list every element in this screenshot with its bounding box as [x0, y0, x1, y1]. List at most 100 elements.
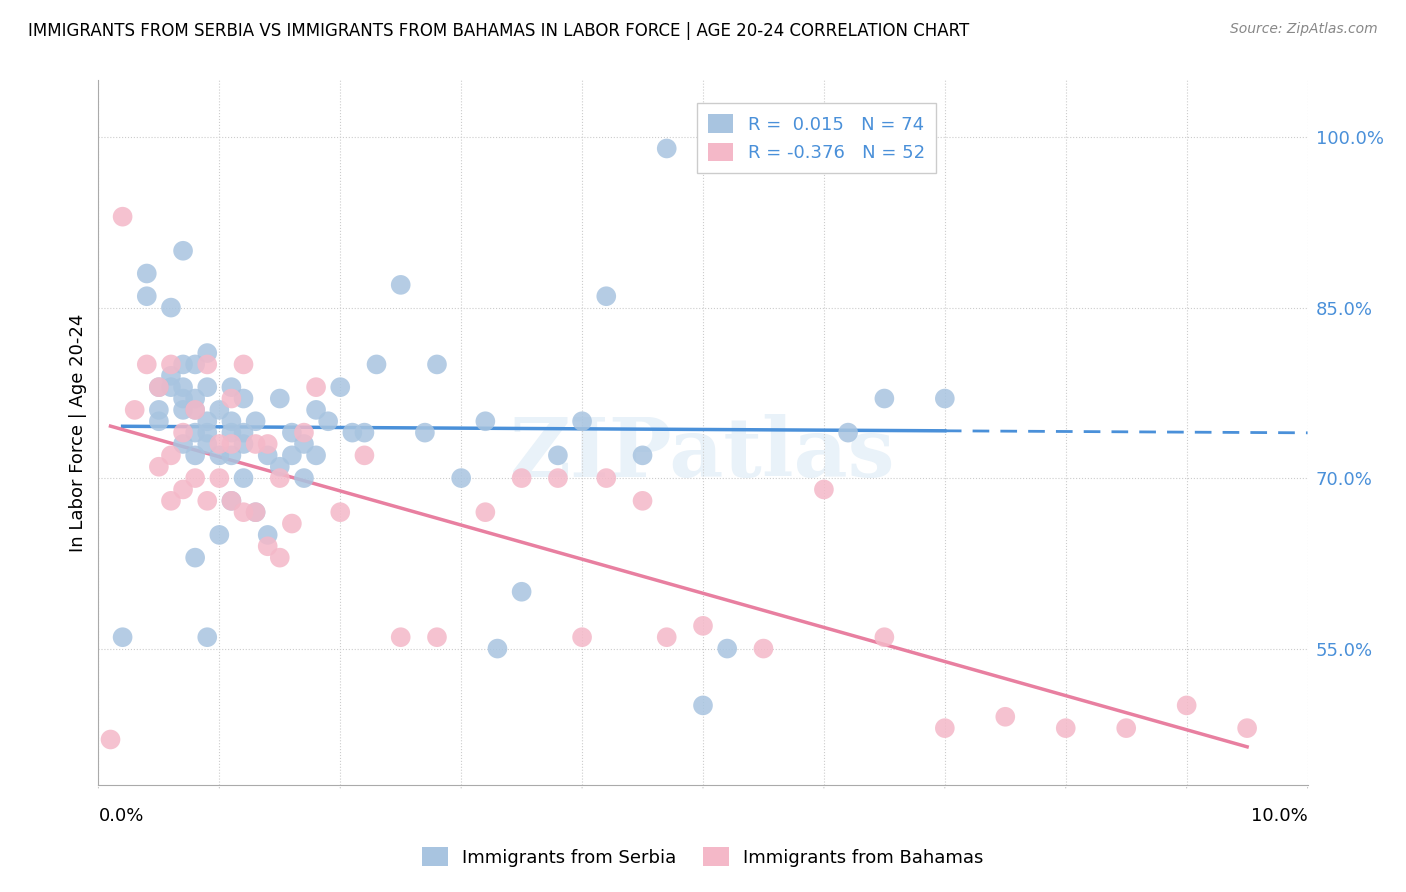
Point [221, 493, 243, 508]
Point [389, 630, 412, 644]
Text: Source: ZipAtlas.com: Source: ZipAtlas.com [1230, 22, 1378, 37]
Point [221, 380, 243, 394]
Point [184, 550, 207, 565]
Point [631, 448, 654, 462]
Point [195, 425, 218, 440]
Point [873, 630, 896, 644]
Point [245, 505, 267, 519]
Point [547, 448, 569, 462]
Point [873, 392, 896, 406]
Point [232, 392, 254, 406]
Point [148, 380, 170, 394]
Point [413, 425, 436, 440]
Point [221, 414, 243, 428]
Point [1054, 721, 1077, 735]
Point [1115, 721, 1137, 735]
Point [571, 630, 593, 644]
Point [813, 483, 835, 497]
Point [184, 403, 207, 417]
Point [692, 619, 714, 633]
Point [172, 437, 194, 451]
Point [595, 471, 617, 485]
Point [172, 483, 194, 497]
Point [292, 425, 315, 440]
Point [111, 630, 134, 644]
Point [208, 448, 231, 462]
Point [135, 358, 157, 372]
Point [474, 414, 496, 428]
Point [426, 358, 449, 372]
Point [305, 403, 328, 417]
Point [148, 403, 170, 417]
Point [994, 710, 1017, 724]
Point [305, 380, 328, 394]
Point [245, 505, 267, 519]
Point [195, 414, 218, 428]
Point [316, 414, 339, 428]
Point [305, 448, 328, 462]
Point [571, 414, 593, 428]
Point [256, 528, 278, 542]
Point [631, 493, 654, 508]
Point [172, 380, 194, 394]
Point [172, 244, 194, 258]
Point [245, 414, 267, 428]
Text: IMMIGRANTS FROM SERBIA VS IMMIGRANTS FROM BAHAMAS IN LABOR FORCE | AGE 20-24 COR: IMMIGRANTS FROM SERBIA VS IMMIGRANTS FRO… [28, 22, 969, 40]
Point [256, 448, 278, 462]
Point [281, 425, 304, 440]
Legend: R =  0.015   N = 74, R = -0.376   N = 52: R = 0.015 N = 74, R = -0.376 N = 52 [697, 103, 936, 173]
Point [221, 448, 243, 462]
Point [160, 493, 183, 508]
Legend: Immigrants from Serbia, Immigrants from Bahamas: Immigrants from Serbia, Immigrants from … [415, 840, 991, 874]
Point [184, 403, 207, 417]
Point [221, 425, 243, 440]
Point [837, 425, 859, 440]
Point [184, 471, 207, 485]
Point [245, 437, 267, 451]
Point [172, 425, 194, 440]
Point [195, 380, 218, 394]
Point [353, 425, 375, 440]
Y-axis label: In Labor Force | Age 20-24: In Labor Force | Age 20-24 [69, 313, 87, 552]
Point [184, 425, 207, 440]
Point [232, 505, 254, 519]
Point [208, 403, 231, 417]
Point [389, 277, 412, 292]
Point [160, 448, 183, 462]
Point [366, 358, 388, 372]
Point [232, 471, 254, 485]
Point [934, 721, 956, 735]
Point [172, 392, 194, 406]
Point [655, 630, 678, 644]
Point [195, 630, 218, 644]
Point [160, 358, 183, 372]
Point [195, 358, 218, 372]
Point [692, 698, 714, 713]
Point [184, 392, 207, 406]
Point [160, 380, 183, 394]
Point [232, 425, 254, 440]
Text: 0.0%: 0.0% [98, 807, 143, 825]
Point [934, 392, 956, 406]
Point [221, 493, 243, 508]
Point [474, 505, 496, 519]
Point [208, 437, 231, 451]
Point [135, 289, 157, 303]
Point [510, 471, 533, 485]
Point [232, 437, 254, 451]
Point [208, 471, 231, 485]
Point [329, 505, 352, 519]
Point [269, 392, 291, 406]
Point [329, 380, 352, 394]
Point [256, 539, 278, 553]
Point [450, 471, 472, 485]
Point [595, 289, 617, 303]
Text: ZIPatlas: ZIPatlas [510, 414, 896, 494]
Point [269, 550, 291, 565]
Point [184, 358, 207, 372]
Point [1236, 721, 1258, 735]
Point [160, 368, 183, 383]
Point [353, 448, 375, 462]
Point [510, 584, 533, 599]
Point [111, 210, 134, 224]
